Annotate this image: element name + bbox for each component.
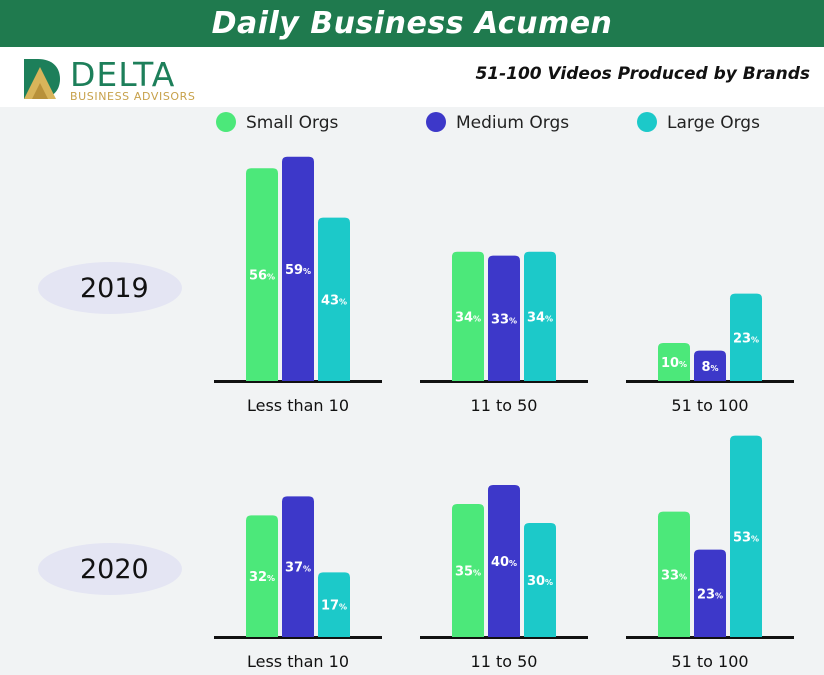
group-baseline xyxy=(214,636,382,639)
category-label: 51 to 100 xyxy=(671,396,748,415)
logo-wordmark: DELTA xyxy=(70,55,176,94)
bar-large-orgs xyxy=(524,523,556,637)
bar-value-label: 17% xyxy=(321,599,347,614)
category-label: Less than 10 xyxy=(247,652,349,671)
bar-small-orgs xyxy=(658,343,690,381)
bar-small-orgs xyxy=(452,504,484,637)
logo-tagline: BUSINESS ADVISORS xyxy=(70,90,196,103)
bar-medium-orgs xyxy=(488,485,520,637)
chart-subtitle: 51-100 Videos Produced by Brands xyxy=(475,64,810,84)
legend-label-medium-orgs: Medium Orgs xyxy=(456,113,569,133)
legend-label-small-orgs: Small Orgs xyxy=(246,113,338,133)
year-highlight xyxy=(38,262,182,314)
bar-large-orgs xyxy=(318,217,350,381)
panel-year-label: 2020 xyxy=(80,554,149,585)
legend-swatch-medium-orgs xyxy=(426,112,446,132)
bar-medium-orgs xyxy=(694,350,726,381)
bar-medium-orgs xyxy=(488,255,520,381)
delta-triangle-icon xyxy=(24,59,60,99)
category-label: 11 to 50 xyxy=(471,396,538,415)
legend-swatch-large-orgs xyxy=(637,112,657,132)
category-label: 51 to 100 xyxy=(671,652,748,671)
group-baseline xyxy=(420,636,588,639)
banner-title: Daily Business Acumen xyxy=(211,6,613,41)
chart-area: Small Orgs Medium Orgs Large Orgs 2019 Less … xyxy=(0,107,824,675)
bar-small-orgs xyxy=(658,511,690,637)
bar-value-label: 56% xyxy=(249,269,275,284)
bar-value-label: 59% xyxy=(285,263,311,278)
bar-large-orgs xyxy=(730,435,762,637)
bar-value-label: 35% xyxy=(455,565,481,580)
group-baseline xyxy=(420,380,588,383)
bar-value-label: 23% xyxy=(733,331,759,346)
bar-value-label: 33% xyxy=(661,568,687,583)
bar-value-label: 32% xyxy=(249,570,275,585)
category-label: Less than 10 xyxy=(247,396,349,415)
delta-logo: DELTA BUSINESS ADVISORS xyxy=(18,53,218,103)
bar-value-label: 43% xyxy=(321,293,347,308)
bar-medium-orgs xyxy=(694,549,726,637)
bar-large-orgs xyxy=(318,572,350,637)
legend-label-large-orgs: Large Orgs xyxy=(667,113,760,133)
bar-value-label: 53% xyxy=(733,530,759,545)
bar-medium-orgs xyxy=(282,496,314,637)
brand-row: DELTA BUSINESS ADVISORS 51-100 Videos Pr… xyxy=(0,47,824,107)
bar-large-orgs xyxy=(524,251,556,381)
panel-year-label: 2019 xyxy=(80,273,149,304)
bar-value-label: 30% xyxy=(527,574,553,589)
bar-chart: Small Orgs Medium Orgs Large Orgs 2019 Less … xyxy=(38,112,794,671)
bar-small-orgs xyxy=(246,168,278,381)
bar-small-orgs xyxy=(246,515,278,637)
bar-small-orgs xyxy=(452,251,484,381)
bar-value-label: 40% xyxy=(491,555,517,570)
title-banner: Daily Business Acumen xyxy=(0,0,824,47)
group-baseline xyxy=(626,380,794,383)
bar-value-label: 34% xyxy=(455,310,481,325)
bar-value-label: 33% xyxy=(491,312,517,327)
bar-value-label: 23% xyxy=(697,587,723,602)
legend-swatch-small-orgs xyxy=(216,112,236,132)
bar-value-label: 37% xyxy=(285,561,311,576)
bar-value-label: 8% xyxy=(701,360,718,375)
group-baseline xyxy=(214,380,382,383)
bar-large-orgs xyxy=(730,293,762,381)
category-label: 11 to 50 xyxy=(471,652,538,671)
bar-medium-orgs xyxy=(282,156,314,381)
group-baseline xyxy=(626,636,794,639)
year-highlight xyxy=(38,543,182,595)
bar-value-label: 34% xyxy=(527,310,553,325)
bar-value-label: 10% xyxy=(661,356,687,371)
